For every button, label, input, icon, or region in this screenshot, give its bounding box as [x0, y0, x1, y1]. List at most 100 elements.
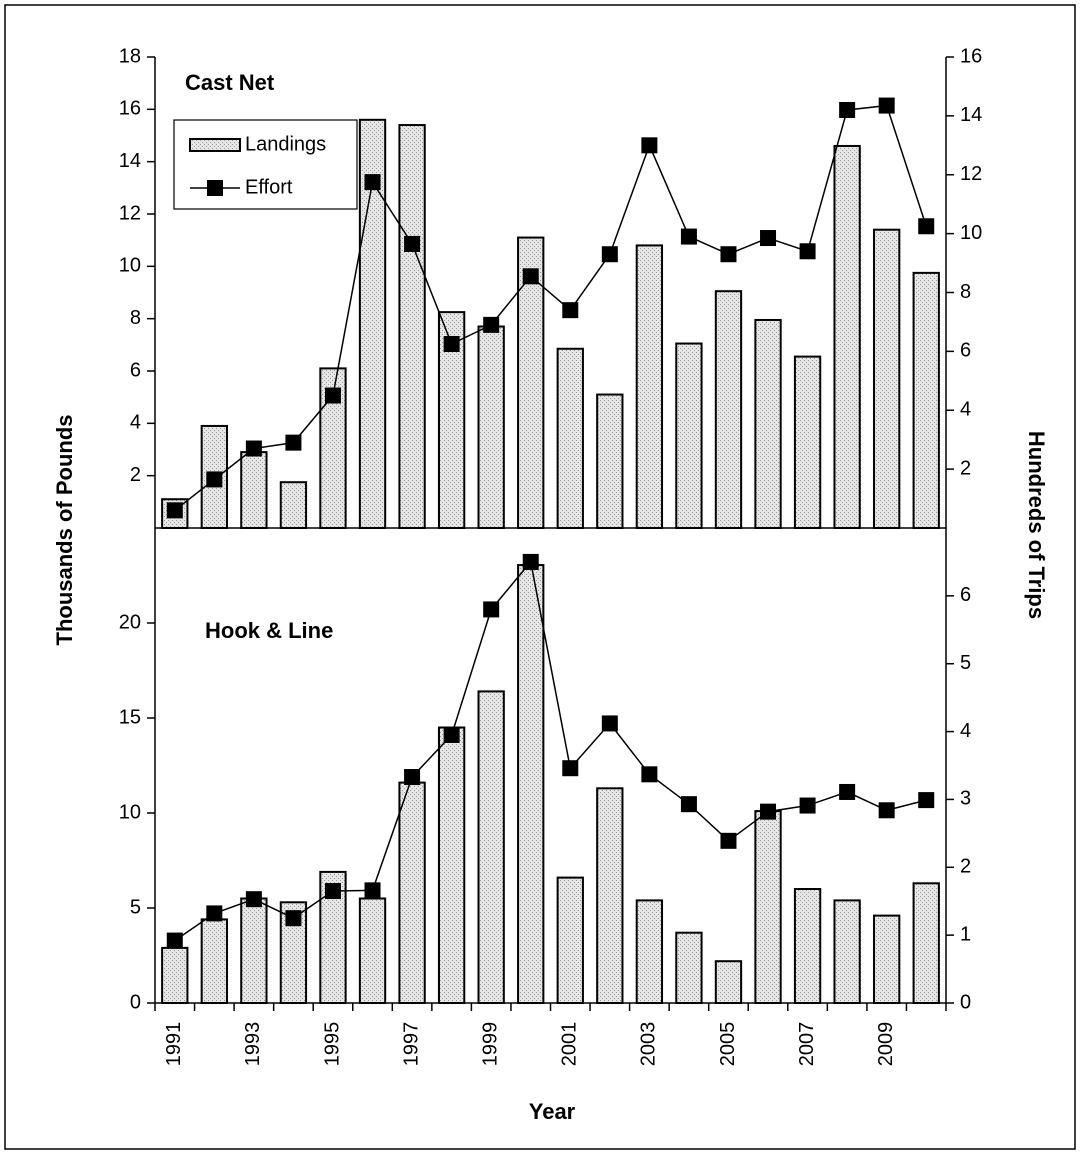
- bar: [675, 342, 703, 529]
- y2-tick-label: 2: [960, 856, 971, 878]
- effort-marker: [483, 601, 500, 618]
- effort-marker: [720, 832, 737, 849]
- bar: [477, 325, 505, 529]
- y-tick-label: 10: [119, 255, 141, 277]
- x-tick-label: 1999: [479, 1022, 501, 1067]
- effort-marker: [483, 316, 500, 333]
- effort-marker: [760, 803, 777, 820]
- x-tick-label: 2005: [717, 1022, 739, 1067]
- y2-tick-label: 12: [960, 163, 982, 185]
- effort-marker: [404, 235, 421, 252]
- effort-marker: [206, 905, 223, 922]
- bar: [754, 810, 782, 1004]
- panel-title: Cast Net: [185, 70, 275, 95]
- y2-tick-label: 6: [960, 584, 971, 606]
- legend-label: Landings: [245, 133, 326, 155]
- effort-marker: [443, 336, 460, 353]
- effort-marker: [324, 387, 341, 404]
- bar: [793, 888, 822, 1004]
- x-tick-label: 1991: [163, 1022, 185, 1067]
- effort-marker: [601, 715, 618, 732]
- effort-marker: [522, 553, 539, 570]
- effort-marker: [245, 891, 262, 908]
- bar: [556, 876, 584, 1004]
- effort-marker: [680, 228, 697, 245]
- bar: [873, 228, 901, 529]
- effort-marker: [324, 883, 341, 900]
- y2-tick-label: 1: [960, 923, 971, 945]
- x-tick-label: 2007: [796, 1022, 818, 1067]
- y-axis-label: Thousands of Pounds: [52, 415, 77, 646]
- y2-tick-label: 5: [960, 652, 971, 674]
- bar: [912, 271, 940, 529]
- bar: [517, 564, 545, 1004]
- legend-marker: [207, 180, 223, 196]
- y2-tick-label: 10: [960, 222, 982, 244]
- y2-tick-label: 16: [960, 45, 982, 67]
- bar: [556, 347, 584, 529]
- x-tick-label: 1993: [242, 1022, 264, 1067]
- bar: [596, 787, 624, 1004]
- effort-marker: [799, 797, 816, 814]
- effort-marker: [760, 230, 777, 247]
- bar: [437, 726, 466, 1004]
- effort-marker: [522, 268, 539, 285]
- y2-tick-label: 14: [960, 104, 982, 126]
- legend-label: Effort: [245, 176, 293, 198]
- y2-axis-label: Hundreds of Trips: [1024, 431, 1049, 619]
- effort-marker: [641, 137, 658, 154]
- effort-marker: [918, 218, 935, 235]
- legend-swatch: [189, 138, 241, 152]
- y-tick-label: 15: [119, 706, 141, 728]
- bar: [635, 899, 664, 1005]
- y-tick-label: 18: [119, 45, 141, 67]
- effort-marker: [404, 769, 421, 786]
- bar: [200, 918, 228, 1005]
- bar: [398, 781, 426, 1004]
- y-tick-label: 20: [119, 611, 141, 633]
- bar: [161, 946, 189, 1005]
- y-tick-label: 16: [119, 98, 141, 120]
- y2-tick-label: 0: [960, 991, 971, 1013]
- effort-marker: [641, 766, 658, 783]
- effort-marker: [799, 243, 816, 260]
- x-tick-label: 2009: [875, 1022, 897, 1067]
- effort-marker: [562, 302, 579, 319]
- frame: [4, 4, 1076, 1150]
- bar: [240, 897, 268, 1004]
- effort-marker: [680, 796, 697, 813]
- y-tick-label: 0: [130, 991, 141, 1013]
- y2-tick-label: 4: [960, 399, 971, 421]
- y2-tick-label: 6: [960, 340, 971, 362]
- effort-marker: [166, 932, 183, 949]
- bar: [754, 318, 782, 529]
- y2-tick-label: 8: [960, 281, 971, 303]
- effort-marker: [878, 802, 895, 819]
- effort-marker: [562, 760, 579, 777]
- x-axis-label: Year: [529, 1099, 576, 1124]
- y-tick-label: 6: [130, 359, 141, 381]
- panel-title: Hook & Line: [205, 618, 333, 643]
- y-tick-label: 10: [119, 801, 141, 823]
- bar: [279, 481, 308, 530]
- y-tick-label: 8: [130, 307, 141, 329]
- x-tick-label: 2001: [559, 1022, 581, 1067]
- bar: [596, 393, 624, 529]
- effort-marker: [443, 726, 460, 743]
- bar: [240, 451, 268, 529]
- y-tick-label: 12: [119, 202, 141, 224]
- bar: [833, 899, 861, 1005]
- bar: [793, 355, 822, 529]
- bar: [675, 931, 703, 1005]
- bar: [714, 960, 743, 1005]
- x-tick-label: 2003: [638, 1022, 660, 1067]
- effort-marker: [878, 97, 895, 114]
- bar: [635, 244, 664, 529]
- bar: [358, 897, 387, 1004]
- y2-tick-label: 2: [960, 457, 971, 479]
- bar: [833, 144, 861, 529]
- effort-marker: [601, 246, 618, 263]
- effort-marker: [285, 434, 302, 451]
